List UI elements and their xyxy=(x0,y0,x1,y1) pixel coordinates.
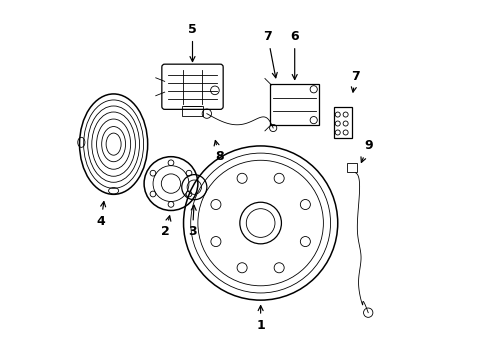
Bar xyxy=(333,107,351,138)
Text: 3: 3 xyxy=(188,205,196,238)
Text: 6: 6 xyxy=(290,30,298,80)
Text: 1: 1 xyxy=(256,306,264,332)
Text: 4: 4 xyxy=(97,202,105,228)
Text: 8: 8 xyxy=(214,140,223,163)
Text: 2: 2 xyxy=(161,216,170,238)
Text: 9: 9 xyxy=(360,139,372,162)
Text: 7: 7 xyxy=(350,69,359,92)
Text: 7: 7 xyxy=(263,30,277,78)
Text: 5: 5 xyxy=(188,23,197,62)
